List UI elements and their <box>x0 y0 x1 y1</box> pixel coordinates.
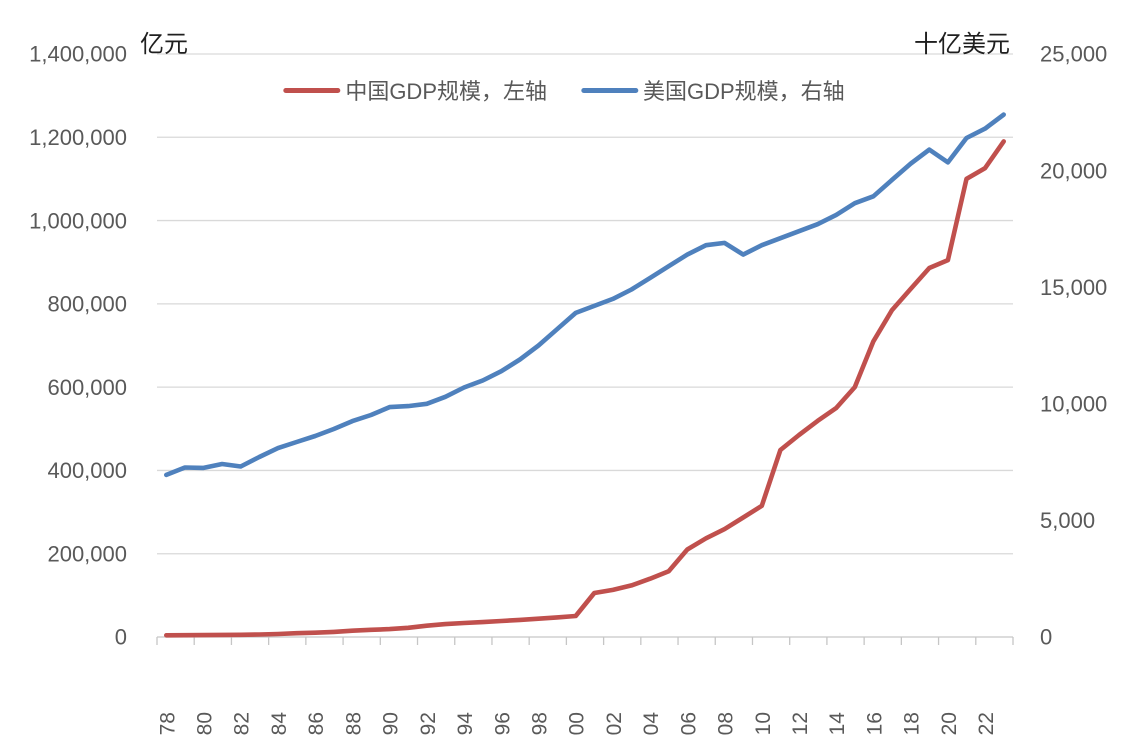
x-axis-tick-label: 2022 <box>975 712 998 736</box>
x-axis-tick-label: 1986 <box>305 712 328 736</box>
left-axis-title: 亿元 <box>140 32 188 58</box>
right-axis-tick-label: 5,000 <box>1040 508 1095 533</box>
right-axis-tick-label: 15,000 <box>1040 275 1107 300</box>
legend-label-us: 美国GDP规模，右轴 <box>643 79 845 104</box>
chart-legend: 中国GDP规模，左轴 美国GDP规模，右轴 <box>283 74 845 106</box>
left-axis-tick-label: 200,000 <box>47 541 127 566</box>
x-axis-tick-label: 2008 <box>715 712 738 736</box>
left-axis-tick-label: 1,000,000 <box>29 208 127 233</box>
x-axis-tick-label: 2020 <box>938 712 961 736</box>
x-axis-tick-label: 2018 <box>901 712 924 736</box>
x-axis-tick-label: 1994 <box>454 712 477 736</box>
x-axis-tick-label: 2010 <box>752 712 775 736</box>
left-axis-tick-label: 600,000 <box>47 375 127 400</box>
left-axis-tick-label: 800,000 <box>47 292 127 317</box>
x-axis-tick-label: 1992 <box>417 712 440 736</box>
x-axis-tick-label: 1980 <box>194 712 217 736</box>
x-axis-tick-label: 1984 <box>268 712 291 736</box>
legend-item-us-gdp: 美国GDP规模，右轴 <box>581 74 845 106</box>
left-axis-tick-label: 1,400,000 <box>29 42 127 67</box>
x-axis-tick-label: 1978 <box>156 712 179 736</box>
left-axis-tick-label: 1,200,000 <box>29 125 127 150</box>
right-axis-tick-label: 10,000 <box>1040 392 1107 417</box>
left-axis-tick-label: 0 <box>115 625 127 650</box>
china-line-swatch-icon <box>283 87 341 93</box>
china-gdp-line <box>164 139 1007 638</box>
right-axis-tick-label: 0 <box>1040 625 1052 650</box>
x-axis-tick-label: 2000 <box>566 712 589 736</box>
x-axis-tick-label: 1982 <box>231 712 254 736</box>
legend-label-china: 中国GDP规模，左轴 <box>345 79 547 104</box>
us-line-swatch-icon <box>581 87 638 93</box>
x-axis-tick-label: 2006 <box>677 712 700 736</box>
x-axis-tick-label: 2004 <box>640 712 663 736</box>
legend-item-china-gdp: 中国GDP规模，左轴 <box>283 74 547 106</box>
x-axis-tick-label: 2016 <box>863 712 886 736</box>
left-axis-tick-label: 400,000 <box>47 458 127 483</box>
us-gdp-line <box>164 112 1007 478</box>
x-axis-tick-label: 1996 <box>491 712 514 736</box>
x-axis-tick-label: 2002 <box>603 712 626 736</box>
x-axis-tick-label: 2012 <box>789 712 812 736</box>
x-axis-tick-label: 1988 <box>342 712 365 736</box>
x-axis-tick-label: 2014 <box>826 712 849 736</box>
right-axis-title: 十亿美元 <box>914 32 1010 58</box>
x-axis-tick-label: 1990 <box>380 712 403 736</box>
right-axis-tick-label: 20,000 <box>1040 158 1107 183</box>
right-axis-tick-label: 25,000 <box>1040 42 1107 67</box>
x-axis-tick-label: 1998 <box>528 712 551 736</box>
